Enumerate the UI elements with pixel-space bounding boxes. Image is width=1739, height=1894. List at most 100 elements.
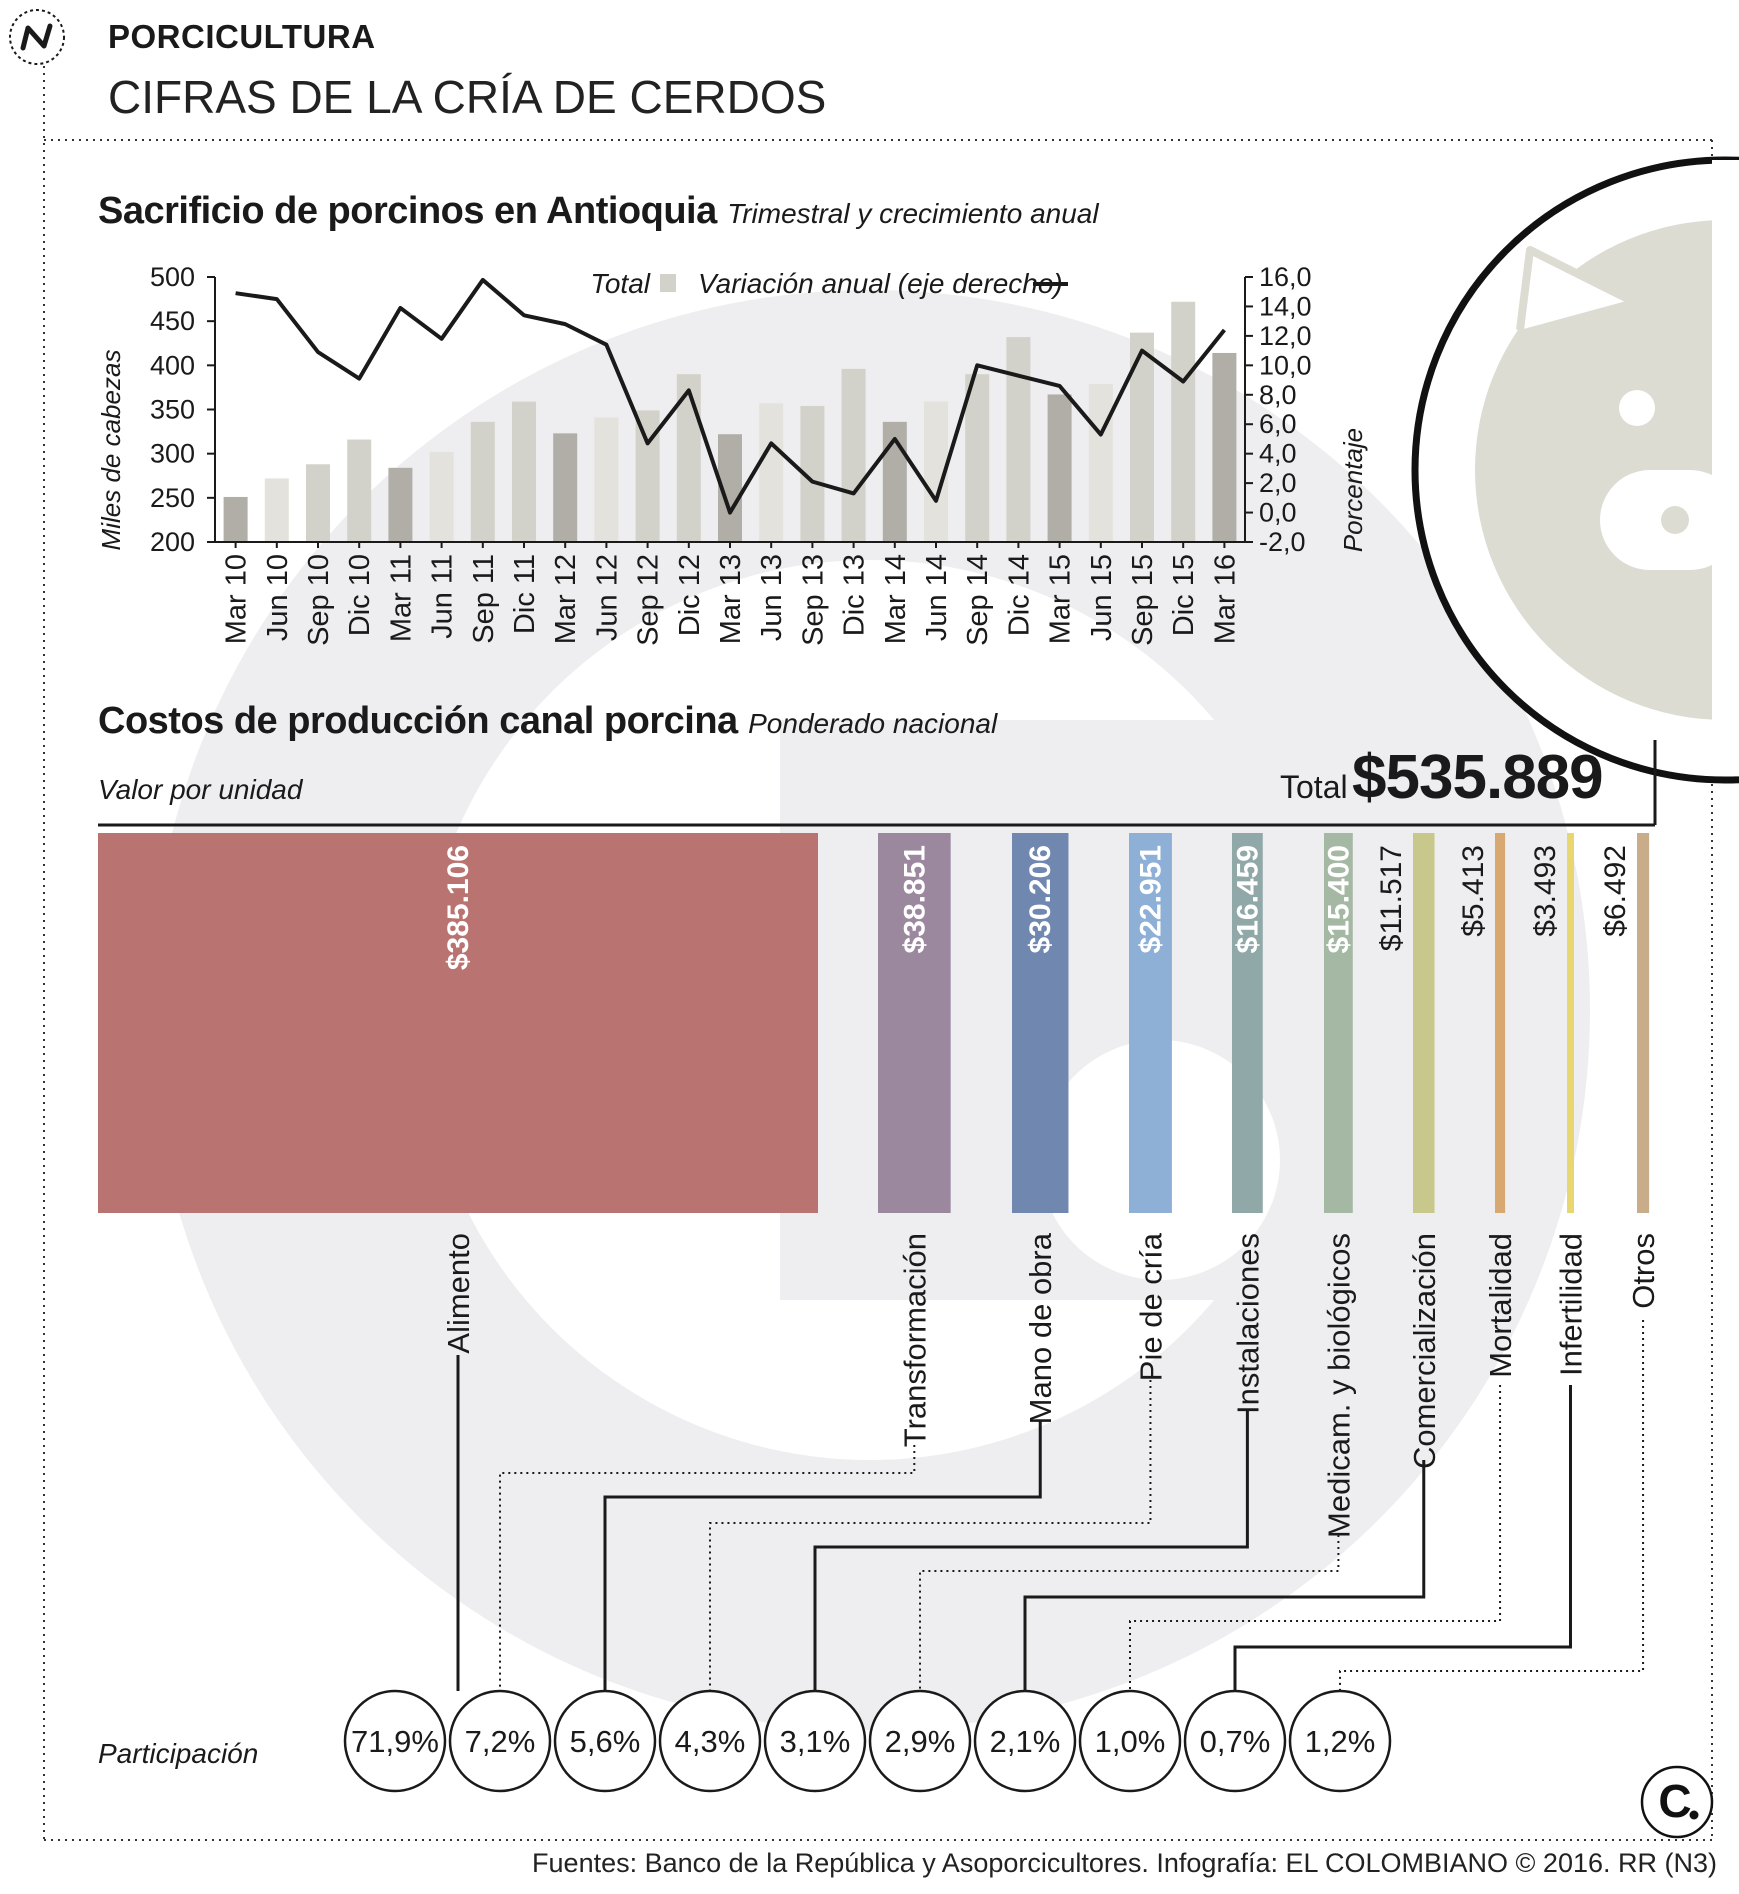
chart1-title-row: Sacrificio de porcinos en Antioquia Trim… xyxy=(98,190,1099,233)
participation-circle xyxy=(448,1689,552,1793)
variation-line xyxy=(235,277,1226,515)
participation-circle xyxy=(343,1689,447,1793)
sacrificio-chart: 200 250 300 350 400 450 500 -2,00,02,04,06,08,… xyxy=(96,262,1368,646)
unit-label: Valor por unidad xyxy=(98,774,303,805)
cost-category-label: Transformación xyxy=(897,1233,932,1447)
y-left-tick-label: 200 xyxy=(150,527,195,557)
participation-circle xyxy=(553,1689,657,1793)
y-left-axis-label: Miles de cabezas xyxy=(96,350,126,551)
bar-mar-16 xyxy=(1212,352,1237,542)
cost-value-label: $30.206 xyxy=(1024,845,1057,953)
el-colombiano-c-icon: C xyxy=(1640,1765,1714,1839)
cost-category-label: Mortalidad xyxy=(1483,1233,1518,1378)
bar-dic-13 xyxy=(841,368,866,542)
cost-bar-4 xyxy=(1232,833,1263,1213)
x-tick-label: Dic 13 xyxy=(839,554,871,636)
total-block: Total $535.889 xyxy=(1280,742,1604,813)
connector-line xyxy=(1129,1385,1502,1691)
y-right-tick-label: 16,0 xyxy=(1259,262,1312,292)
connector-line xyxy=(1339,1320,1645,1691)
connector-line xyxy=(919,1535,1340,1691)
x-tick-label: Dic 10 xyxy=(344,554,376,636)
cost-value-label: $6.492 xyxy=(1599,845,1632,937)
bar-sep-14 xyxy=(965,374,990,542)
bar-mar-12 xyxy=(553,433,578,542)
y-left-tick-label: 450 xyxy=(150,306,195,336)
bar-mar-15 xyxy=(1047,394,1072,542)
x-tick-label: Jun 14 xyxy=(921,554,953,641)
cost-bar-1 xyxy=(878,833,951,1213)
pig-illustration xyxy=(1411,156,1739,784)
x-tick-label: Jun 10 xyxy=(262,554,294,641)
total-label: Total xyxy=(1280,769,1348,805)
brand-logo xyxy=(8,8,66,66)
cost-value-label: $15.400 xyxy=(1322,845,1355,953)
x-tick-label: Sep 14 xyxy=(962,554,994,646)
bar-jun-13 xyxy=(759,403,784,542)
x-tick-label: Sep 15 xyxy=(1127,554,1159,646)
y-right-tick-label: 10,0 xyxy=(1259,350,1312,380)
x-tick-label: Jun 15 xyxy=(1086,554,1118,641)
legend-total-swatch xyxy=(660,274,676,292)
cost-category-label: Mano de obra xyxy=(1023,1232,1058,1424)
connector-line xyxy=(499,1445,916,1691)
participation-value: 1,0% xyxy=(1095,1724,1166,1759)
y-right-tick-label: -2,0 xyxy=(1259,527,1306,557)
footer-source: Fuentes: Banco de la República y Asoporc… xyxy=(532,1848,1717,1878)
x-tick-label: Dic 14 xyxy=(1003,554,1035,636)
x-tick-label: Dic 11 xyxy=(509,554,541,634)
y-right-tick-label: 2,0 xyxy=(1259,468,1297,498)
connector-line xyxy=(603,1420,1042,1691)
participation-value: 4,3% xyxy=(675,1724,746,1759)
bar-dic-10 xyxy=(347,439,372,542)
participation-value: 5,6% xyxy=(570,1724,641,1759)
cost-value-label: $3.493 xyxy=(1529,845,1562,937)
y-left-tick-label: 500 xyxy=(150,262,195,292)
cost-value-label: $5.413 xyxy=(1457,845,1490,937)
participation-value: 0,7% xyxy=(1200,1724,1271,1759)
y-right-tick-label: 8,0 xyxy=(1259,380,1297,410)
connector-line xyxy=(1233,1385,1572,1691)
bar-sep-10 xyxy=(306,464,330,542)
participation-circle xyxy=(1288,1689,1392,1793)
cost-bar-2 xyxy=(1012,833,1069,1213)
y-right-tick-label: 4,0 xyxy=(1259,439,1297,469)
chart1-subtitle: Trimestral y crecimiento anual xyxy=(727,198,1099,229)
chart2-title: Costos de producción canal porcina xyxy=(98,700,738,742)
participation-value: 3,1% xyxy=(780,1724,851,1759)
participation-circle xyxy=(1183,1689,1287,1793)
y-left-tick-label: 250 xyxy=(150,483,195,513)
legend-variation-label: Variación anual (eje derecho) xyxy=(698,268,1063,299)
corner-logo: C xyxy=(1640,1765,1714,1839)
cost-category-label: Instalaciones xyxy=(1230,1233,1265,1414)
participation-label: Participación xyxy=(98,1738,259,1769)
x-tick-label: Sep 11 xyxy=(468,554,500,644)
participation-value: 2,9% xyxy=(885,1724,956,1759)
participation-circle xyxy=(973,1689,1077,1793)
cost-bar-5 xyxy=(1324,833,1353,1213)
bar-jun-15 xyxy=(1088,383,1113,542)
y-right-axis-label: Porcentaje xyxy=(1338,428,1368,552)
cost-category-label: Alimento xyxy=(441,1233,476,1354)
cost-category-label: Comercialización xyxy=(1407,1233,1442,1469)
x-tick-label: Mar 15 xyxy=(1045,554,1077,644)
cost-value-label: $16.459 xyxy=(1231,845,1264,953)
bar-jun-10 xyxy=(264,478,289,542)
bar-dic-14 xyxy=(1006,337,1031,542)
cost-category-label: Otros xyxy=(1626,1233,1661,1309)
participation-circle xyxy=(868,1689,972,1793)
bar-jun-12 xyxy=(594,417,619,542)
y-right-tick-label: 14,0 xyxy=(1259,291,1312,321)
cost-category-label: Pie de cría xyxy=(1133,1232,1168,1381)
x-tick-label: Mar 14 xyxy=(880,554,912,644)
cost-category-label: Infertilidad xyxy=(1554,1233,1589,1376)
x-tick-label: Dic 12 xyxy=(674,554,706,636)
connector-line xyxy=(813,1410,1249,1691)
bar-dic-15 xyxy=(1171,301,1196,542)
bar-mar-11 xyxy=(388,467,413,542)
y-left-tick-label: 300 xyxy=(150,439,195,469)
y-right-tick-label: 0,0 xyxy=(1259,498,1297,528)
cost-bar-0 xyxy=(98,833,818,1213)
x-tick-label: Jun 11 xyxy=(427,554,459,639)
